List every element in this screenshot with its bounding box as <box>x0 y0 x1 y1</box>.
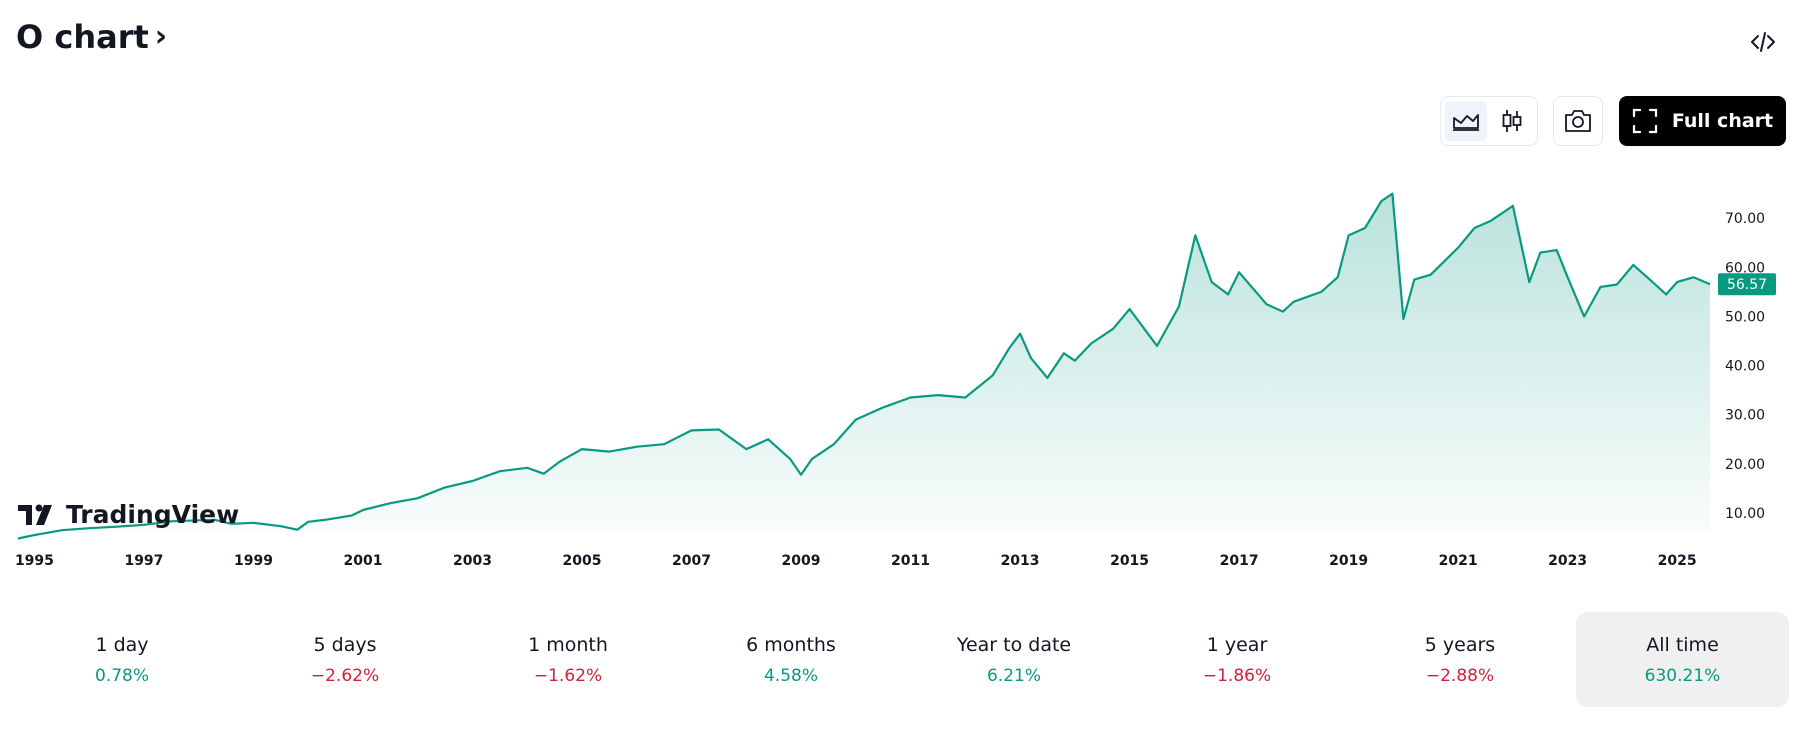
x-tick-label: 2001 <box>343 553 382 569</box>
code-icon <box>1751 32 1775 52</box>
period-change: −2.88% <box>1425 665 1495 686</box>
price-chart[interactable]: 10.00 20.00 30.00 40.00 50.00 60.00 70.00 1995… <box>0 160 1802 580</box>
y-tick-label: 20.00 <box>1725 457 1765 473</box>
period-label: 1 month <box>528 633 608 656</box>
tradingview-logo-icon <box>18 504 52 525</box>
last-price-badge: 56.57 <box>1718 273 1776 296</box>
chart-type-toggle <box>1440 96 1538 146</box>
logo-text: TradingView <box>66 500 240 529</box>
price-area <box>18 193 1710 539</box>
y-tick-label: 60.00 <box>1725 260 1765 276</box>
full-chart-button[interactable]: Full chart <box>1619 96 1786 146</box>
price-line <box>17 192 1711 540</box>
chart-title-link[interactable]: O chart › <box>16 18 167 56</box>
snapshot-button[interactable] <box>1553 96 1603 146</box>
period-change: −2.62% <box>310 665 380 686</box>
x-tick-label: 2015 <box>1110 553 1149 569</box>
x-tick-label: 2023 <box>1548 553 1587 569</box>
period-change: 630.21% <box>1644 665 1721 686</box>
period-5-years[interactable]: 5 years −2.88% <box>1355 612 1565 707</box>
tradingview-logo: TradingView <box>18 500 239 529</box>
x-tick-label: 2019 <box>1329 553 1368 569</box>
x-tick-label: 2007 <box>672 553 711 569</box>
x-tick-label: 1995 <box>15 553 54 569</box>
last-price-label: 56.57 <box>1727 277 1767 293</box>
period-label: 1 day <box>95 633 149 656</box>
period-change: −1.62% <box>533 665 603 686</box>
y-tick-label: 70.00 <box>1725 211 1765 227</box>
period-5-days[interactable]: 5 days −2.62% <box>240 612 450 707</box>
x-axis: 1995 1997 1999 2001 2003 2005 2007 2009 2011 2013… <box>15 553 1697 569</box>
period-1-year[interactable]: 1 year −1.86% <box>1132 612 1342 707</box>
candlestick-icon <box>1502 110 1522 132</box>
period-label: 5 years <box>1424 633 1496 656</box>
period-change: 0.78% <box>94 665 149 686</box>
x-tick-label: 1997 <box>124 553 163 569</box>
period-performance-row: 1 day 0.78% 5 days −2.62% 1 month −1.62%… <box>0 612 1802 707</box>
period-label: All time <box>1646 633 1719 656</box>
period-change: 4.58% <box>763 665 818 686</box>
x-tick-label: 2025 <box>1658 553 1697 569</box>
x-tick-label: 2005 <box>563 553 602 569</box>
period-change: 6.21% <box>986 665 1041 686</box>
candlestick-chart-button[interactable] <box>1491 101 1533 141</box>
period-6-months[interactable]: 6 months 4.58% <box>686 612 896 707</box>
x-tick-label: 1999 <box>234 553 273 569</box>
period-year-to-date[interactable]: Year to date 6.21% <box>909 612 1119 707</box>
period-label: 6 months <box>746 633 836 656</box>
y-tick-label: 30.00 <box>1725 408 1765 424</box>
chart-title: O chart <box>16 18 149 56</box>
embed-code-button[interactable] <box>1745 24 1781 60</box>
period-1-month[interactable]: 1 month −1.62% <box>463 612 673 707</box>
fullscreen-icon <box>1632 108 1657 134</box>
period-label: 5 days <box>313 633 377 656</box>
x-tick-label: 2021 <box>1439 553 1478 569</box>
y-tick-label: 10.00 <box>1725 506 1765 522</box>
x-tick-label: 2009 <box>782 553 821 569</box>
period-label: Year to date <box>956 633 1072 656</box>
period-1-day[interactable]: 1 day 0.78% <box>17 612 227 707</box>
x-tick-label: 2013 <box>1001 553 1040 569</box>
x-tick-label: 2011 <box>891 553 930 569</box>
y-tick-label: 50.00 <box>1725 309 1765 325</box>
y-axis: 10.00 20.00 30.00 40.00 50.00 60.00 70.00 <box>1725 211 1765 522</box>
area-chart-button[interactable] <box>1445 101 1487 141</box>
area-chart-icon <box>1453 114 1479 131</box>
y-tick-label: 40.00 <box>1725 359 1765 375</box>
period-change: −1.86% <box>1202 665 1272 686</box>
x-tick-label: 2003 <box>453 553 492 569</box>
x-tick-label: 2017 <box>1220 553 1259 569</box>
chevron-right-icon: › <box>154 19 168 54</box>
camera-icon <box>1565 110 1591 132</box>
period-label: 1 year <box>1206 633 1268 656</box>
period-all-time[interactable]: All time 630.21% <box>1576 612 1789 707</box>
full-chart-label: Full chart <box>1671 110 1774 132</box>
